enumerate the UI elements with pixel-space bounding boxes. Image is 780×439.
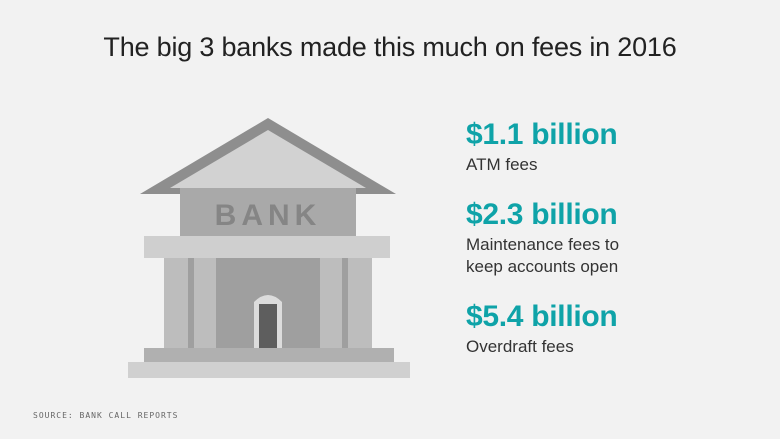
stat-atm-fees: $1.1 billion ATM fees <box>466 118 766 176</box>
base-step-top <box>144 348 394 362</box>
stat-overdraft-fees: $5.4 billion Overdraft fees <box>466 300 766 358</box>
base-step-bottom <box>128 362 410 378</box>
stat-amount: $5.4 billion <box>466 300 618 333</box>
door <box>259 304 277 348</box>
stat-description: Overdraft fees <box>466 337 574 356</box>
sign-band <box>180 188 356 236</box>
stat-amount: $1.1 billion <box>466 118 618 151</box>
column <box>194 258 216 348</box>
sign-text: BANK <box>215 199 322 232</box>
entablature <box>144 236 390 258</box>
headline: The big 3 banks made this much on fees i… <box>103 32 677 62</box>
stat-maintenance-fees: $2.3 billion Maintenance fees to keep ac… <box>466 198 766 278</box>
column <box>348 258 372 348</box>
column <box>320 258 342 348</box>
column <box>164 258 188 348</box>
stat-amount: $2.3 billion <box>466 198 618 231</box>
bank-building-icon: BANK <box>128 118 418 385</box>
source-credit: SOURCE: BANK CALL REPORTS <box>33 411 179 420</box>
stat-description: ATM fees <box>466 155 538 174</box>
stat-description: Maintenance fees to keep accounts open <box>466 235 620 276</box>
fee-stats: $1.1 billion ATM fees $2.3 billion Maint… <box>466 118 766 380</box>
door-arch <box>254 295 282 302</box>
roof-inner <box>170 130 366 188</box>
